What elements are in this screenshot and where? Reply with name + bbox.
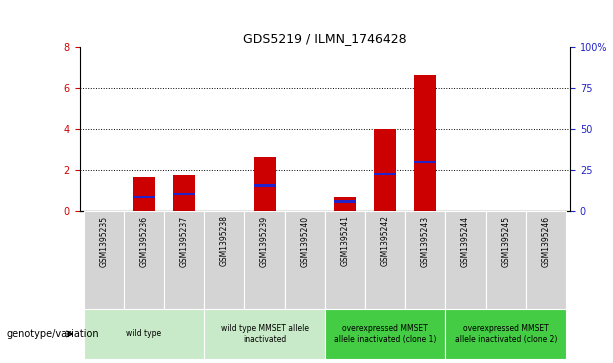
Bar bbox=[84, 211, 124, 309]
Bar bbox=[164, 211, 204, 309]
Text: GSM1395246: GSM1395246 bbox=[541, 215, 550, 266]
Text: GSM1395244: GSM1395244 bbox=[461, 215, 470, 266]
Text: GSM1395243: GSM1395243 bbox=[421, 215, 430, 266]
Bar bbox=[374, 173, 396, 175]
Text: GSM1395245: GSM1395245 bbox=[501, 215, 510, 266]
Bar bbox=[526, 211, 566, 309]
Bar bbox=[334, 200, 356, 203]
Text: GSM1395242: GSM1395242 bbox=[381, 215, 390, 266]
Bar bbox=[133, 178, 155, 211]
Bar bbox=[124, 211, 164, 309]
Text: overexpressed MMSET
allele inactivated (clone 1): overexpressed MMSET allele inactivated (… bbox=[334, 324, 436, 344]
Bar bbox=[446, 211, 485, 309]
Bar bbox=[374, 130, 396, 211]
Bar bbox=[173, 192, 196, 195]
Bar bbox=[204, 211, 245, 309]
Bar bbox=[284, 211, 325, 309]
Bar bbox=[254, 157, 276, 211]
Bar bbox=[245, 211, 284, 309]
Text: GSM1395236: GSM1395236 bbox=[140, 215, 148, 266]
Text: GSM1395241: GSM1395241 bbox=[340, 215, 349, 266]
Text: GSM1395237: GSM1395237 bbox=[180, 215, 189, 266]
Text: GSM1395238: GSM1395238 bbox=[220, 215, 229, 266]
Text: GSM1395240: GSM1395240 bbox=[300, 215, 310, 266]
Title: GDS5219 / ILMN_1746428: GDS5219 / ILMN_1746428 bbox=[243, 32, 406, 45]
Bar bbox=[414, 161, 436, 163]
Bar bbox=[254, 184, 276, 187]
Text: GSM1395235: GSM1395235 bbox=[99, 215, 109, 266]
Bar bbox=[173, 175, 196, 211]
Bar bbox=[133, 196, 155, 199]
Bar bbox=[204, 309, 325, 359]
Bar bbox=[325, 309, 446, 359]
Text: wild type: wild type bbox=[126, 330, 162, 338]
Text: genotype/variation: genotype/variation bbox=[6, 329, 99, 339]
Bar bbox=[334, 197, 356, 211]
Bar bbox=[414, 75, 436, 211]
Text: overexpressed MMSET
allele inactivated (clone 2): overexpressed MMSET allele inactivated (… bbox=[455, 324, 557, 344]
Text: wild type MMSET allele
inactivated: wild type MMSET allele inactivated bbox=[221, 324, 308, 344]
Bar bbox=[325, 211, 365, 309]
Bar bbox=[405, 211, 446, 309]
Bar bbox=[446, 309, 566, 359]
Bar bbox=[485, 211, 526, 309]
Bar bbox=[84, 309, 204, 359]
Text: GSM1395239: GSM1395239 bbox=[260, 215, 269, 266]
Bar bbox=[365, 211, 405, 309]
